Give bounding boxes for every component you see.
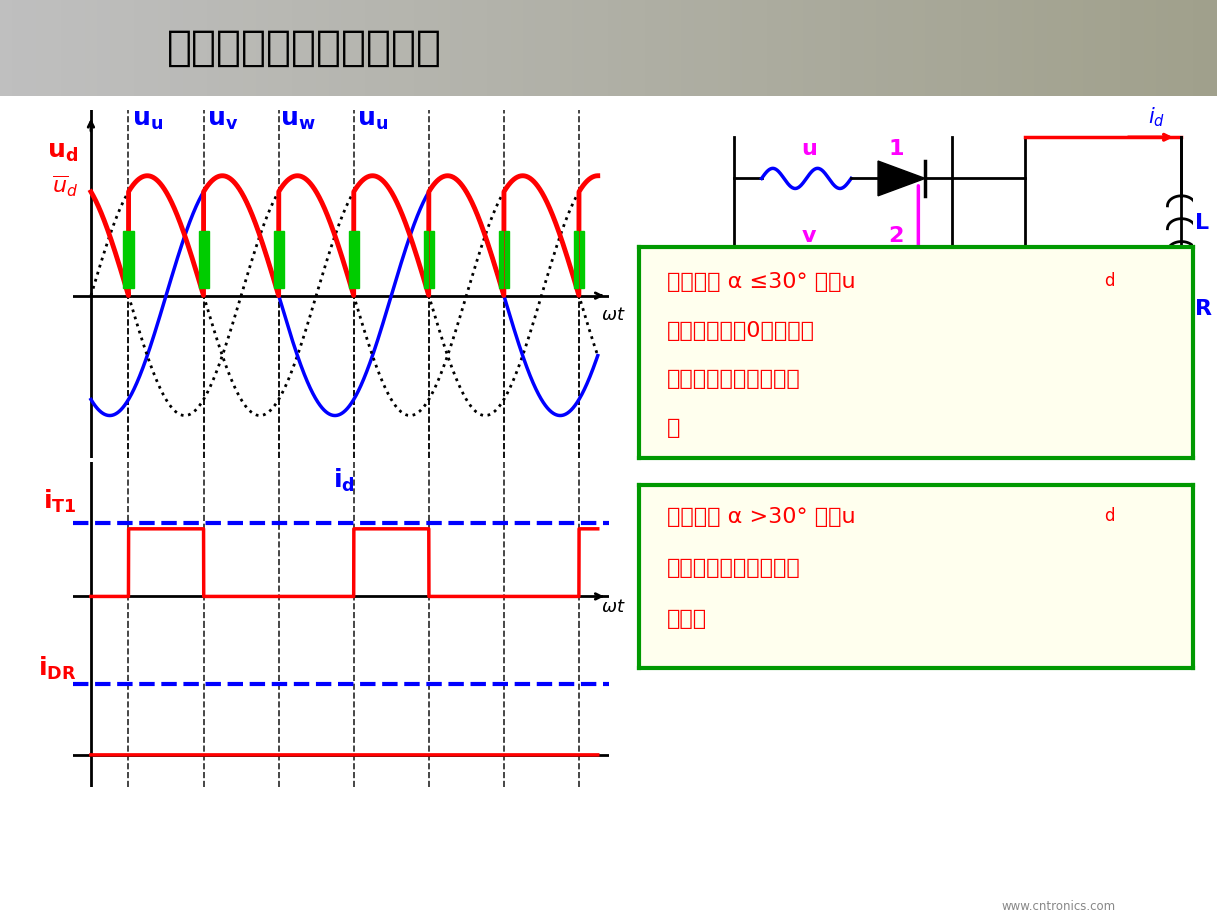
Bar bbox=[1171, 279, 1193, 339]
Polygon shape bbox=[877, 335, 925, 370]
Bar bbox=[280, 231, 284, 288]
Bar bbox=[354, 231, 359, 288]
Polygon shape bbox=[877, 161, 925, 196]
Text: d: d bbox=[1104, 273, 1115, 290]
Text: $\mathbf{i_{T1}}$: $\mathbf{i_{T1}}$ bbox=[43, 488, 77, 514]
Bar bbox=[129, 231, 134, 288]
Text: $\mathbf{u_v}$: $\mathbf{u_v}$ bbox=[207, 108, 239, 132]
Text: L: L bbox=[1195, 213, 1210, 232]
Polygon shape bbox=[930, 264, 975, 309]
Bar bbox=[499, 231, 503, 288]
Text: u: u bbox=[801, 139, 817, 158]
Text: 电阻负载 α ≤30° 时，u: 电阻负载 α ≤30° 时，u bbox=[667, 273, 856, 292]
Text: 极管承受反压而不起作: 极管承受反压而不起作 bbox=[667, 369, 801, 389]
Text: 断续，续流二极管起续: 断续，续流二极管起续 bbox=[667, 558, 801, 578]
Text: v: v bbox=[802, 226, 817, 245]
Text: $u_d$: $u_d$ bbox=[913, 276, 938, 296]
Text: 电阻负载 α >30° 时，u: 电阻负载 α >30° 时，u bbox=[667, 507, 856, 527]
Text: 连续且均大于0，续流二: 连续且均大于0，续流二 bbox=[667, 321, 814, 340]
Text: 电感性负载加续流二极管: 电感性负载加续流二极管 bbox=[167, 27, 442, 69]
Text: $\mathbf{u_u}$: $\mathbf{u_u}$ bbox=[357, 108, 388, 132]
Text: R: R bbox=[1195, 299, 1212, 318]
Text: 2: 2 bbox=[888, 226, 904, 245]
Text: 1: 1 bbox=[888, 139, 904, 158]
Text: $\mathbf{u_u}$: $\mathbf{u_u}$ bbox=[131, 108, 163, 132]
Text: $\mathbf{i_{DR}}$: $\mathbf{i_{DR}}$ bbox=[38, 654, 77, 682]
Bar bbox=[198, 231, 203, 288]
Bar bbox=[505, 231, 509, 288]
Text: www.cntronics.com: www.cntronics.com bbox=[1002, 900, 1116, 913]
Text: $\overline{u}_d$: $\overline{u}_d$ bbox=[52, 174, 78, 199]
Bar bbox=[424, 231, 428, 288]
Text: $\mathbf{u_w}$: $\mathbf{u_w}$ bbox=[280, 108, 315, 132]
Polygon shape bbox=[877, 248, 925, 283]
Text: $\mathbf{i_d}$: $\mathbf{i_d}$ bbox=[333, 467, 355, 494]
Bar bbox=[430, 231, 433, 288]
Text: d: d bbox=[1104, 507, 1115, 525]
Text: $\omega t$: $\omega t$ bbox=[601, 598, 626, 616]
Text: $\omega t$: $\omega t$ bbox=[601, 306, 626, 324]
Text: w: w bbox=[798, 313, 819, 332]
Text: $i_d$: $i_d$ bbox=[1148, 105, 1165, 129]
Text: $\mathbf{u_d}$: $\mathbf{u_d}$ bbox=[47, 140, 78, 164]
Bar bbox=[204, 231, 208, 288]
Text: 3: 3 bbox=[888, 313, 904, 332]
Text: 用: 用 bbox=[667, 417, 680, 437]
Bar bbox=[574, 231, 578, 288]
Text: 流作用: 流作用 bbox=[667, 609, 707, 630]
Bar bbox=[274, 231, 277, 288]
Bar bbox=[579, 231, 584, 288]
Bar bbox=[349, 231, 353, 288]
Bar bbox=[123, 231, 128, 288]
